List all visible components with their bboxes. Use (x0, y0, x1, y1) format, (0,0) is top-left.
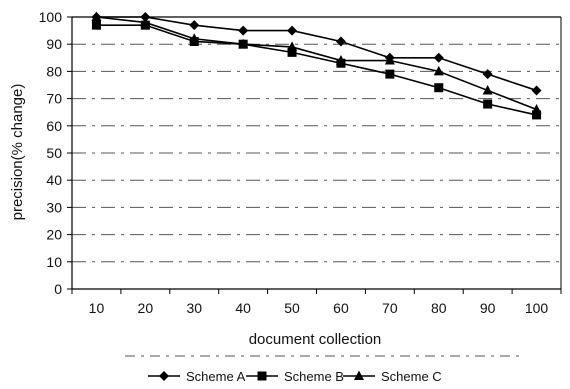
x-tick-label: 20 (138, 300, 154, 316)
data-point-scheme-a (482, 69, 493, 80)
data-point-scheme-b (287, 47, 297, 57)
data-point-scheme-b (532, 110, 542, 120)
legend-marker-scheme-b (257, 371, 267, 381)
x-tick-label: 40 (235, 300, 251, 316)
data-point-scheme-a (238, 25, 249, 36)
y-tick-label: 60 (46, 118, 62, 134)
data-point-scheme-a (433, 52, 444, 63)
y-tick-label: 0 (54, 281, 62, 297)
y-tick-label: 10 (46, 254, 62, 270)
series-line-scheme-b (96, 24, 537, 116)
legend-label-scheme-c: Scheme C (381, 369, 442, 384)
data-point-scheme-a (189, 20, 200, 31)
legend-item-scheme-b: Scheme B (246, 369, 344, 384)
data-point-scheme-c (384, 55, 395, 65)
legend-item-scheme-a: Scheme A (148, 369, 246, 384)
data-point-scheme-c (531, 103, 542, 114)
x-tick-label: 70 (382, 300, 398, 316)
legend-marker-scheme-c (354, 370, 364, 380)
data-point-scheme-b (91, 20, 101, 30)
data-point-scheme-c (433, 65, 444, 76)
series-scheme-c (91, 11, 542, 114)
x-tick-label: 90 (480, 300, 496, 316)
legend-item-scheme-c: Scheme C (343, 369, 442, 384)
data-point-scheme-a (531, 85, 542, 96)
data-point-scheme-c (335, 55, 346, 65)
x-tick-label: 30 (186, 300, 202, 316)
series-group (91, 11, 542, 120)
series-line-scheme-c (96, 16, 537, 111)
y-axis-label: precision(% change) (9, 84, 26, 221)
y-tick-labels: 0 10 20 30 40 50 60 70 80 90 100 (39, 9, 63, 297)
data-point-scheme-c (189, 33, 200, 43)
data-point-scheme-a (287, 25, 298, 36)
y-tick-label: 80 (46, 63, 62, 79)
data-point-scheme-b (434, 83, 444, 93)
axes (67, 16, 562, 294)
x-tick-label: 80 (431, 300, 447, 316)
x-axis-label: document collection (249, 331, 382, 348)
legend-marker-scheme-a (159, 371, 169, 381)
y-tick-label: 40 (46, 172, 62, 188)
data-point-scheme-c (91, 11, 102, 21)
x-tick-label: 50 (284, 300, 300, 316)
data-point-scheme-c (238, 38, 249, 49)
legend-label-scheme-a: Scheme A (186, 369, 246, 384)
y-tick-label: 20 (46, 227, 62, 243)
legend-label-scheme-b: Scheme B (284, 369, 344, 384)
data-point-scheme-b (385, 69, 395, 79)
x-tick-labels: 10 20 30 40 50 60 70 80 90 100 (89, 300, 549, 316)
y-tick-label: 30 (46, 199, 62, 215)
y-tick-label: 70 (46, 91, 62, 107)
x-tick-label: 100 (525, 300, 549, 316)
data-point-scheme-c (140, 16, 151, 27)
y-tick-label: 100 (39, 9, 63, 25)
y-tick-label: 90 (46, 36, 62, 52)
y-tick-label: 50 (46, 145, 62, 161)
data-point-scheme-c (482, 84, 493, 95)
data-point-scheme-a (335, 36, 346, 47)
data-point-scheme-b (483, 99, 493, 109)
data-point-scheme-c (287, 41, 298, 51)
series-line-scheme-a (96, 16, 537, 92)
series-scheme-a (91, 12, 542, 96)
legend: Scheme A Scheme B Scheme C (125, 355, 520, 384)
x-tick-label: 10 (89, 300, 105, 316)
x-tick-label: 60 (333, 300, 349, 316)
